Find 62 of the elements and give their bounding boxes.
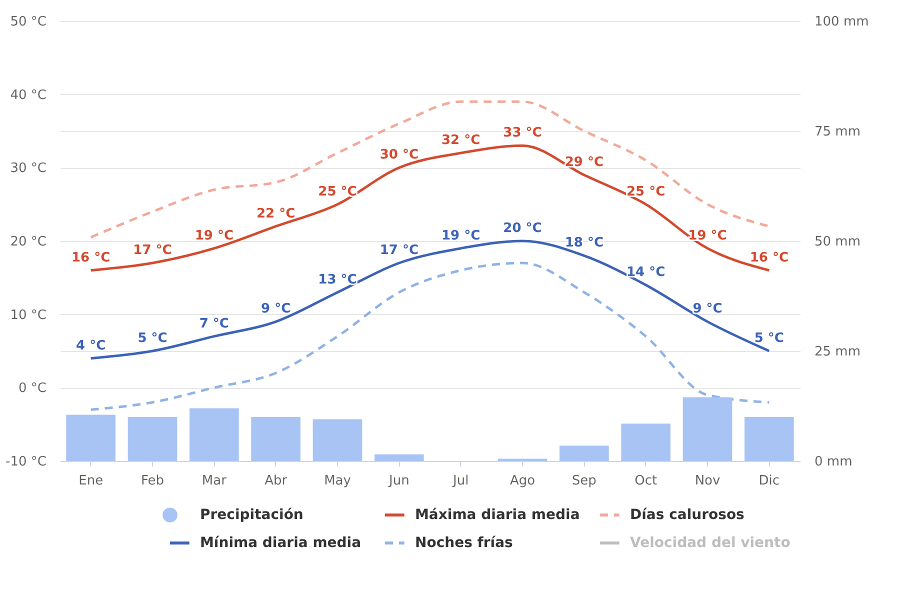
bar bbox=[251, 417, 300, 461]
data-label: 14 °C bbox=[626, 265, 666, 280]
x-tick-label: May bbox=[324, 474, 352, 488]
bar bbox=[128, 417, 178, 461]
bar bbox=[744, 417, 794, 461]
data-label: 4 °C bbox=[76, 338, 106, 354]
bar bbox=[682, 397, 732, 461]
x-tick-label: Jul bbox=[452, 474, 469, 488]
data-label: 5 °C bbox=[138, 331, 168, 346]
bar bbox=[621, 424, 670, 461]
data-label: 17 °C bbox=[133, 243, 172, 258]
data-label: 9 °C bbox=[261, 302, 291, 317]
data-label: 18 °C bbox=[564, 236, 604, 251]
y-tick-label: 10 °C bbox=[10, 308, 46, 323]
x-tick-label: Ene bbox=[78, 474, 104, 488]
x-tick-label: Nov bbox=[694, 474, 720, 488]
legend-label: Noches frías bbox=[415, 535, 513, 551]
x-tick-label: Mar bbox=[202, 474, 228, 488]
data-label: 32 °C bbox=[441, 133, 480, 148]
bar bbox=[374, 454, 424, 461]
y2-tick-label: 0 mm bbox=[814, 454, 852, 470]
y-tick-label: 50 °C bbox=[10, 14, 46, 30]
y-tick-label: 0 °C bbox=[18, 381, 46, 396]
legend-label: Precipitación bbox=[200, 507, 304, 523]
data-label: 20 °C bbox=[503, 221, 542, 236]
data-label: 16 °C bbox=[750, 250, 789, 266]
data-label: 25 °C bbox=[626, 184, 666, 200]
bar bbox=[190, 408, 239, 461]
x-tick-label: Abr bbox=[264, 474, 288, 488]
y2-tick-label: 75 mm bbox=[814, 124, 861, 140]
bar bbox=[560, 446, 609, 461]
data-label: 19 °C bbox=[194, 228, 234, 244]
data-label: 33 °C bbox=[503, 126, 542, 141]
y2-tick-label: 50 mm bbox=[814, 234, 861, 250]
data-label: 7 °C bbox=[199, 316, 229, 332]
y2-tick-label: 25 mm bbox=[814, 344, 861, 360]
data-label: 5 °C bbox=[754, 331, 784, 346]
line-series bbox=[90, 262, 770, 411]
data-label: 13 °C bbox=[318, 272, 357, 288]
legend-label: Máxima diaria media bbox=[415, 507, 580, 523]
x-tick-label: Jun bbox=[388, 474, 410, 488]
legend-label: Velocidad del viento bbox=[630, 535, 791, 551]
x-tick-label: Feb bbox=[140, 474, 164, 488]
data-label: 30 °C bbox=[380, 148, 419, 163]
x-tick-label: Dic bbox=[758, 474, 780, 488]
legend-label: Mínima diaria media bbox=[200, 535, 362, 551]
y-tick-label: 20 °C bbox=[10, 234, 46, 250]
data-label: 16 °C bbox=[71, 250, 110, 266]
x-tick-label: Oct bbox=[634, 474, 658, 488]
data-label: 9 °C bbox=[692, 302, 722, 317]
y2-tick-label: 100 mm bbox=[814, 14, 869, 30]
bar bbox=[66, 414, 116, 461]
x-tick-label: Sep bbox=[572, 474, 596, 488]
y-tick-label: -10 °C bbox=[6, 454, 46, 470]
bar bbox=[312, 419, 362, 461]
data-label: 22 °C bbox=[256, 206, 296, 222]
x-tick-label: Ago bbox=[510, 474, 536, 488]
data-label: 17 °C bbox=[380, 243, 419, 258]
data-label: 19 °C bbox=[441, 228, 480, 244]
legend-label: Días calurosos bbox=[630, 507, 744, 523]
y-tick-label: 30 °C bbox=[10, 161, 46, 176]
y-tick-label: 40 °C bbox=[10, 88, 46, 103]
